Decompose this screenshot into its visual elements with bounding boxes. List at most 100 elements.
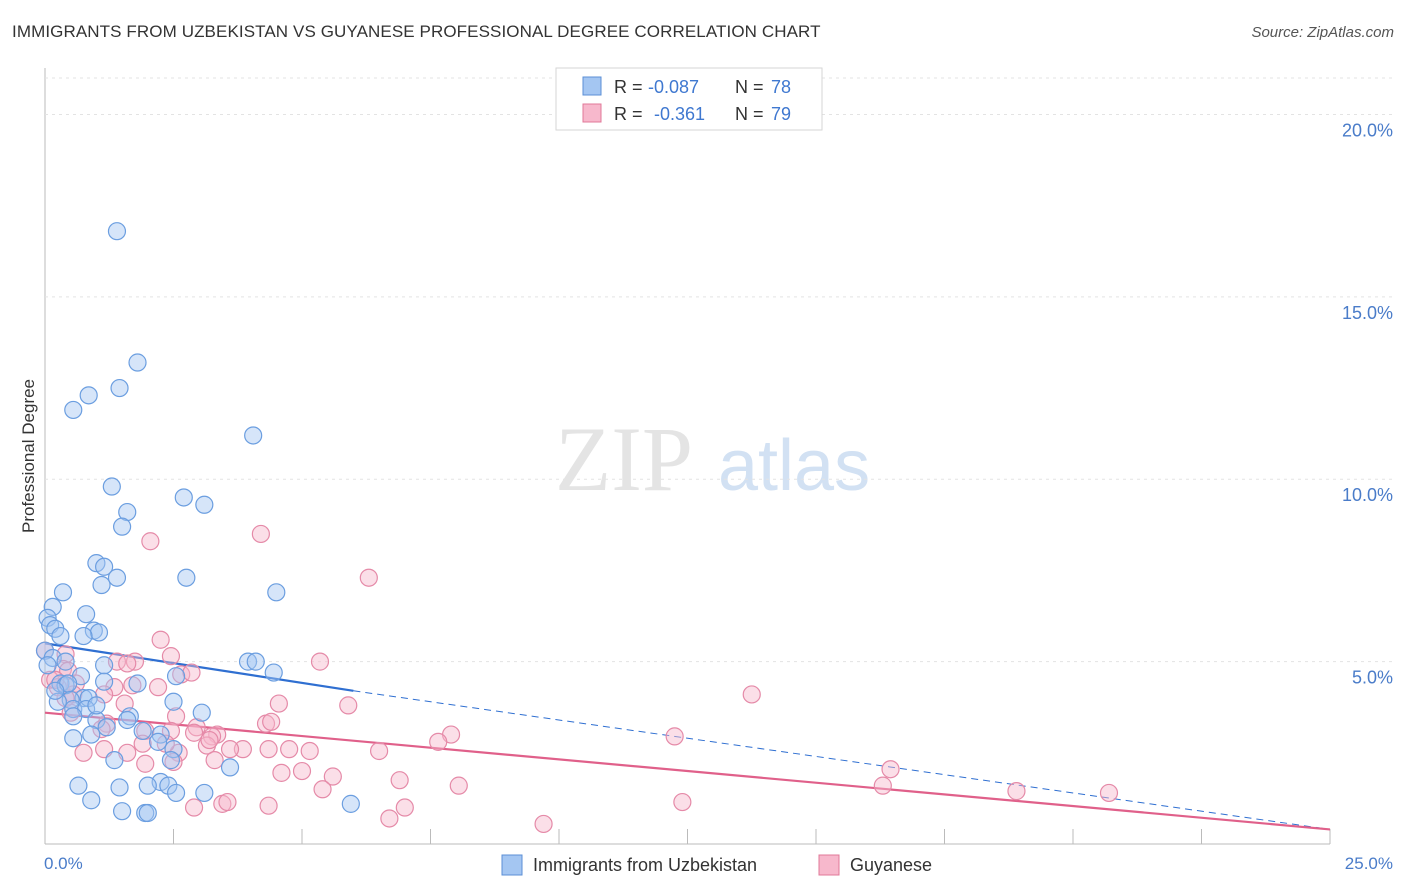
point-guyanese xyxy=(390,771,409,790)
point-uzbekistan xyxy=(51,626,70,646)
point-guyanese xyxy=(251,524,270,544)
y-tick-label: 10.0% xyxy=(1342,485,1393,505)
point-guyanese xyxy=(292,761,312,781)
point-uzbekistan xyxy=(118,710,137,730)
bottom-legend-swatch-uzbekistan xyxy=(501,854,523,876)
point-guyanese xyxy=(184,723,204,742)
point-uzbekistan xyxy=(159,776,178,795)
point-uzbekistan xyxy=(220,758,240,777)
legend-r-value-2: -0.361 xyxy=(654,104,705,124)
point-uzbekistan xyxy=(133,721,152,741)
chart-title: IMMIGRANTS FROM UZBEKISTAN VS GUYANESE P… xyxy=(12,22,821,41)
point-uzbekistan xyxy=(192,703,211,722)
point-uzbekistan xyxy=(35,641,55,660)
x-tick-label-max: 25.0% xyxy=(1345,854,1393,873)
point-guyanese xyxy=(74,743,93,762)
legend-n-label-2: N = xyxy=(735,104,764,124)
legend-swatch-uzbekistan xyxy=(582,76,602,96)
legend-r-value-1: -0.087 xyxy=(648,77,699,97)
point-uzbekistan xyxy=(56,652,75,671)
point-guyanese xyxy=(323,767,342,786)
point-guyanese xyxy=(359,568,378,587)
point-guyanese xyxy=(233,740,252,759)
point-uzbekistan xyxy=(112,517,132,536)
point-uzbekistan xyxy=(341,794,360,813)
point-uzbekistan xyxy=(82,791,101,810)
point-uzbekistan xyxy=(82,725,101,744)
bottom-legend-label-guyanese: Guyanese xyxy=(850,855,932,875)
bottom-legend-label-uzbekistan: Immigrants from Uzbekistan xyxy=(533,855,757,875)
point-guyanese xyxy=(665,727,684,746)
chart-source: Source: ZipAtlas.com xyxy=(1251,24,1394,41)
point-guyanese xyxy=(200,730,219,750)
legend-r-label-1: R = xyxy=(614,77,643,97)
point-guyanese xyxy=(280,740,299,759)
stats-legend: R = -0.087 N = 78 R = -0.361 N = 79 xyxy=(555,67,823,131)
point-uzbekistan xyxy=(74,626,93,646)
point-uzbekistan xyxy=(38,656,57,675)
point-guyanese xyxy=(182,663,201,682)
point-guyanese xyxy=(1007,782,1026,801)
point-guyanese xyxy=(449,776,468,795)
point-uzbekistan xyxy=(107,222,127,241)
bottom-legend-swatch-guyanese xyxy=(818,854,840,876)
y-tick-label: 15.0% xyxy=(1342,303,1393,323)
trendline-uzbekistan xyxy=(44,642,354,692)
point-guyanese xyxy=(1099,783,1119,803)
point-guyanese xyxy=(269,694,288,713)
point-uzbekistan xyxy=(244,426,263,445)
point-guyanese xyxy=(151,630,170,649)
point-uzbekistan xyxy=(95,557,114,576)
point-uzbekistan xyxy=(238,652,258,671)
point-guyanese xyxy=(161,647,181,666)
point-guyanese xyxy=(220,740,240,759)
point-uzbekistan xyxy=(97,718,116,737)
point-guyanese xyxy=(873,776,892,795)
point-uzbekistan xyxy=(151,725,170,744)
point-guyanese xyxy=(881,760,900,779)
point-uzbekistan xyxy=(64,400,83,420)
point-uzbekistan xyxy=(195,495,214,514)
point-uzbekistan xyxy=(43,597,62,617)
point-guyanese xyxy=(313,780,332,799)
point-uzbekistan xyxy=(92,575,111,595)
legend-swatch-guyanese xyxy=(582,103,602,123)
point-guyanese xyxy=(310,652,330,671)
point-uzbekistan xyxy=(95,672,114,691)
point-guyanese xyxy=(148,678,168,697)
point-uzbekistan xyxy=(102,477,121,496)
point-uzbekistan xyxy=(174,488,193,507)
point-guyanese xyxy=(339,696,358,715)
point-uzbekistan xyxy=(177,568,196,587)
point-guyanese xyxy=(534,814,553,834)
x-tick-label-min: 0.0% xyxy=(44,854,83,873)
point-guyanese xyxy=(164,752,183,772)
point-uzbekistan xyxy=(48,692,67,711)
y-tick-label: 5.0% xyxy=(1352,668,1393,688)
point-uzbekistan xyxy=(166,667,186,686)
point-guyanese xyxy=(259,740,278,759)
trendline-guyanese xyxy=(44,711,1331,831)
point-guyanese xyxy=(300,741,319,761)
point-guyanese xyxy=(259,796,278,815)
point-guyanese xyxy=(395,798,414,817)
point-uzbekistan xyxy=(161,751,181,770)
point-uzbekistan xyxy=(267,583,286,602)
watermark-zip: ZIP xyxy=(555,408,693,510)
point-guyanese xyxy=(673,792,692,812)
point-guyanese xyxy=(184,798,204,817)
point-uzbekistan xyxy=(79,386,98,405)
point-guyanese xyxy=(272,763,291,782)
point-uzbekistan xyxy=(138,776,157,795)
point-uzbekistan xyxy=(105,751,124,770)
point-guyanese xyxy=(105,678,124,697)
point-uzbekistan xyxy=(164,740,183,759)
y-tick-label: 20.0% xyxy=(1342,120,1393,140)
point-guyanese xyxy=(742,685,761,704)
point-guyanese xyxy=(380,809,399,828)
point-uzbekistan xyxy=(64,699,83,719)
point-guyanese xyxy=(118,654,137,673)
point-uzbekistan xyxy=(46,681,65,700)
point-uzbekistan xyxy=(79,688,98,708)
point-uzbekistan xyxy=(246,652,265,671)
